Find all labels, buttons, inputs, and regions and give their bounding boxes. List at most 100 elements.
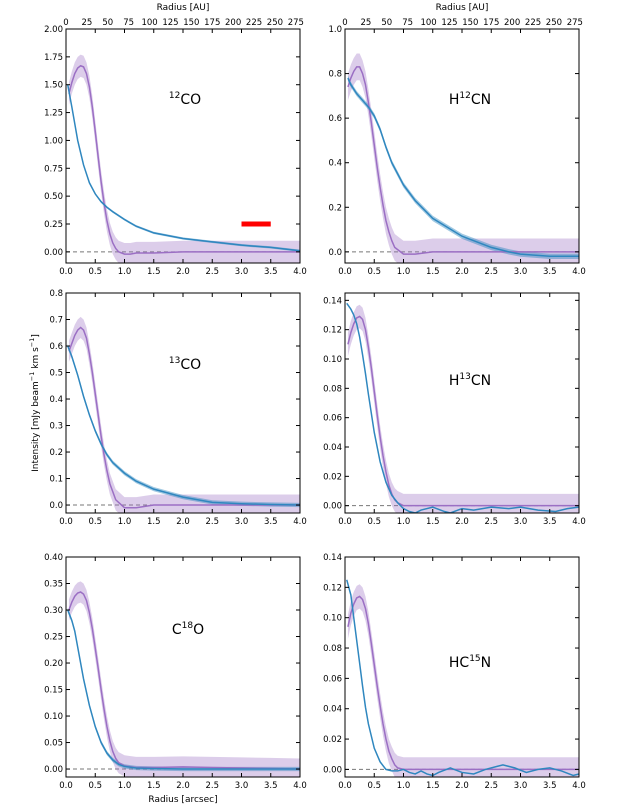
x-tick-label: 2.0 [455, 517, 469, 527]
x-tick-label: 2.0 [455, 781, 469, 791]
axes-frame [344, 28, 580, 264]
molecule-label: H13CN [449, 372, 491, 389]
y-tick-label: 0.40 [44, 553, 63, 563]
molecule-label: C18O [172, 621, 204, 638]
x-tick-label: 1.0 [118, 781, 132, 791]
series-line-0 [68, 591, 300, 770]
y-tick-label: 0.30 [44, 606, 63, 616]
top-x-tick-label: 200 [225, 18, 241, 28]
series-band-0 [347, 584, 579, 777]
series-band-0 [347, 53, 579, 263]
x-tick-label: 4.0 [293, 267, 307, 277]
y-tick-label: 0.04 [323, 443, 342, 453]
x-tick-label: 4.0 [572, 781, 586, 791]
x-tick-label: 1.0 [118, 267, 132, 277]
panel-hc15n: 0.0 0.5 1.0 1.5 2.0 2.5 3.0 3.5 4.0 0.00 0.02 0.04 0… [323, 553, 586, 791]
y-tick-label: 0.6 [49, 342, 63, 352]
y-tick-label: 2.00 [44, 25, 63, 35]
y-tick-label: 0.02 [323, 472, 342, 482]
series-line-1 [346, 579, 579, 777]
x-tick-label: 3.0 [514, 517, 528, 527]
x-tick-label: 4.0 [572, 517, 586, 527]
top-x-tick-label: 275 [567, 18, 583, 28]
series-line-1 [67, 345, 300, 506]
plot-area [345, 302, 579, 513]
top-x-tick-label: 125 [162, 18, 178, 28]
y-tick-label: 0.00 [44, 765, 63, 775]
x-tick-label: 0.0 [338, 267, 352, 277]
top-x-tick-label: 25 [81, 18, 92, 28]
y-tick-label: 0.25 [44, 220, 63, 230]
panel-12co: 0.0 0.5 1.0 1.5 2.0 2.5 3.0 3.5 4.0 0 25 50 75 100 125… [44, 18, 307, 277]
y-tick-label: 0.50 [44, 192, 63, 202]
top-x-tick-label: 0 [342, 18, 347, 28]
panel-c18o: 0.0 0.5 1.0 1.5 2.0 2.5 3.0 3.5 4.0 0.00 0.05 0.10 0… [44, 553, 307, 791]
plot-area [345, 53, 579, 263]
y-tick-label: 0.8 [328, 70, 342, 80]
y-tick-label: 0.08 [323, 644, 342, 654]
y-tick-label: 0.12 [323, 326, 342, 336]
molecule-label: 12CO [169, 91, 201, 108]
panel-h12cn: 0.0 0.5 1.0 1.5 2.0 2.5 3.0 3.5 4.0 0 25 50 75 100 125… [328, 18, 585, 277]
series-line-0 [68, 326, 300, 509]
y-tick-label: 0.4 [328, 159, 342, 169]
x-tick-label: 2.5 [484, 781, 498, 791]
series-band-1 [67, 83, 300, 252]
x-tick-label: 4.0 [293, 781, 307, 791]
top-x-tick-label: 100 [141, 18, 157, 28]
y-tick-label: 0.12 [323, 583, 342, 593]
y-tick-label: 0.08 [323, 384, 342, 394]
y-tick-label: 0.8 [49, 289, 63, 299]
top-x-tick-label: 0 [63, 18, 68, 28]
top-x-tick-label: 100 [420, 18, 436, 28]
axes-frame [344, 292, 580, 514]
x-tick-label: 0.5 [367, 267, 381, 277]
y-tick-label: 0.10 [323, 355, 342, 365]
series-band-0 [68, 54, 300, 263]
top-x-tick-label: 25 [360, 18, 371, 28]
x-tick-label: 2.0 [176, 517, 190, 527]
top-x-tick-label: 75 [123, 18, 134, 28]
y-tick-label: 0.02 [323, 735, 342, 745]
x-tick-label: 3.0 [235, 517, 249, 527]
y-tick-label: 0.2 [49, 448, 63, 458]
x-tick-label: 3.0 [235, 781, 249, 791]
x-tick-label: 1.5 [426, 267, 440, 277]
y-tick-label: 0.6 [328, 114, 342, 124]
top-x-tick-label: 225 [246, 18, 262, 28]
top-x-tick-label: 250 [546, 18, 562, 28]
x-tick-label: 0.0 [59, 267, 73, 277]
series-band-0 [347, 304, 579, 513]
molecule-label: HC15N [449, 654, 491, 671]
top-axis-label-left: Radius [AU] [157, 3, 210, 13]
series-line-0 [347, 595, 579, 771]
x-tick-label: 0.5 [88, 517, 102, 527]
x-tick-label: 0.5 [367, 517, 381, 527]
plot-area [66, 54, 300, 263]
y-tick-label: 0.06 [323, 414, 342, 424]
top-x-tick-label: 175 [483, 18, 499, 28]
x-tick-label: 3.5 [543, 781, 557, 791]
plot-area [66, 581, 300, 777]
y-tick-label: 0.04 [323, 705, 342, 715]
x-tick-label: 2.5 [205, 781, 219, 791]
series-band-0 [68, 316, 300, 513]
x-tick-label: 4.0 [293, 517, 307, 527]
x-tick-label: 2.0 [176, 267, 190, 277]
y-tick-label: 0.5 [49, 369, 63, 379]
series-line-0 [68, 64, 300, 255]
series-band-0 [68, 581, 300, 777]
x-tick-label: 1.0 [118, 517, 132, 527]
top-x-tick-label: 150 [183, 18, 199, 28]
x-tick-label: 1.0 [397, 267, 411, 277]
x-tick-label: 3.5 [264, 267, 278, 277]
y-tick-label: 0.3 [49, 422, 63, 432]
x-tick-label: 4.0 [572, 267, 586, 277]
x-tick-label: 0.5 [367, 781, 381, 791]
series-line-1 [67, 609, 300, 770]
x-tick-label: 3.0 [514, 781, 528, 791]
x-tick-label: 3.5 [264, 517, 278, 527]
y-tick-label: 0.0 [328, 248, 342, 258]
y-tick-label: 0.10 [323, 614, 342, 624]
